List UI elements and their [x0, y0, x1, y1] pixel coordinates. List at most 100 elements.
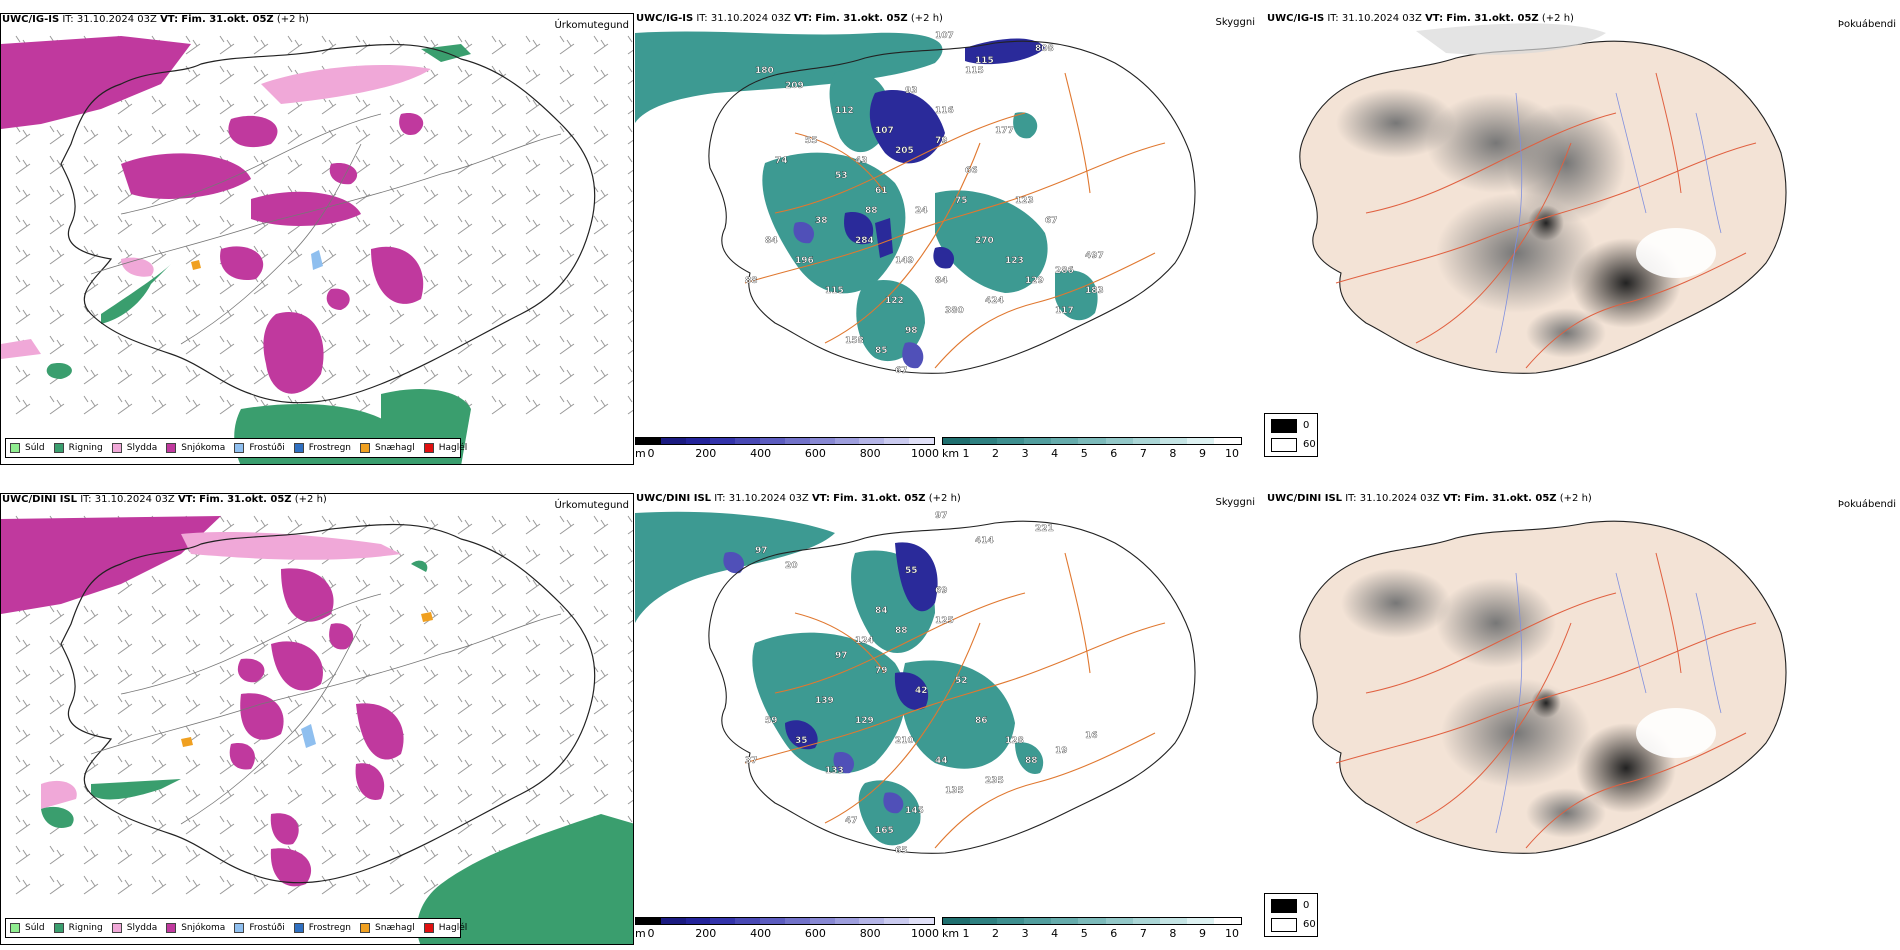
legend-item: Frostregn	[293, 443, 351, 453]
wind-barb-icon	[355, 365, 371, 385]
wind-barb-icon	[525, 695, 541, 715]
colorbar-step	[735, 918, 761, 924]
wind-barb-icon	[185, 635, 201, 655]
cloud-base-value: 107	[875, 126, 894, 136]
cloud-base-value: 88	[745, 276, 758, 286]
cloud-base-value: 65	[895, 846, 908, 856]
legend-item: Slydda	[111, 923, 157, 933]
model-name: UWC/IG-IS	[636, 13, 694, 24]
wind-barb-icon	[15, 875, 31, 895]
wind-barb-icon	[593, 215, 609, 235]
wind-barb-icon	[253, 785, 269, 805]
wind-barb-icon	[151, 395, 167, 415]
colorbar-tick: 6	[1110, 927, 1118, 940]
wind-barb-icon	[423, 305, 439, 325]
colorbar-strip	[635, 437, 935, 445]
colorbar-step	[1024, 918, 1052, 924]
cloud-base-value: 74	[775, 156, 788, 166]
wind-barb-icon	[287, 515, 303, 535]
lead-time: (+2 h)	[276, 14, 309, 25]
cloud-base-value: 205	[895, 146, 914, 156]
cloud-base-value: 128	[1005, 736, 1024, 746]
cloud-base-value: 129	[1025, 276, 1044, 286]
colorbar-step	[909, 438, 934, 444]
colorbar-tick: 2	[992, 927, 1000, 940]
cloud-base-value: 53	[835, 171, 848, 181]
precip-type-panel-row2: UWC/DINI ISL IT: 31.10.2024 03Z VT: Fim.…	[0, 493, 634, 945]
wind-barb-icon	[49, 215, 65, 235]
cloud-base-value: 196	[795, 256, 814, 266]
cloud-base-value: 75	[955, 196, 968, 206]
colorbar-step	[809, 438, 835, 444]
cloud-base-value: 125	[935, 616, 954, 626]
legend-label: Haglél	[438, 923, 468, 933]
cloud-base-value: 20	[785, 561, 798, 571]
wind-barb-icon	[491, 275, 507, 295]
wind-barb-icon	[117, 125, 133, 145]
cloud-base-value: 124	[855, 636, 874, 646]
wind-barb-icon	[83, 275, 99, 295]
wind-barb-icon	[49, 335, 65, 355]
cloud-base-value: 38	[815, 216, 828, 226]
wind-barb-icon	[355, 575, 371, 595]
wind-barb-icon	[593, 95, 609, 115]
colorbar-tick: 7	[1139, 447, 1147, 460]
wind-barb-icon	[389, 875, 405, 895]
cloud-base-value: 16	[1085, 731, 1098, 741]
colorbar-step	[760, 438, 785, 444]
cloud-base-value: 135	[945, 786, 964, 796]
cloud-base-value: 61	[875, 186, 888, 196]
legend-swatch	[111, 923, 122, 933]
colorbar-step	[1186, 438, 1214, 444]
cloud-base-value: 59	[765, 716, 778, 726]
wind-barb-icon	[321, 515, 337, 535]
wind-barb-icon	[593, 665, 609, 685]
colorbar-tick: 3	[1021, 927, 1029, 940]
dewpoint-panel-row2: UWC/DINI ISL IT: 31.10.2024 03Z VT: Fim.…	[1266, 493, 1900, 945]
cloud-base-value: 115	[965, 66, 984, 76]
wind-barb-icon	[15, 755, 31, 775]
wind-barb-icon	[287, 785, 303, 805]
wind-barb-icon	[457, 725, 473, 745]
legend-label: Súld	[25, 923, 45, 933]
height-colorbar: m 0 200 400 600 800 1000	[635, 437, 939, 460]
wind-barb-icon	[49, 755, 65, 775]
wind-barb-icon	[321, 305, 337, 325]
colorbar-step	[685, 918, 711, 924]
precip-type-map-row1	[1, 35, 633, 464]
wind-barb-icon	[321, 695, 337, 715]
wind-barb-icon	[627, 725, 633, 745]
legend-swatch	[234, 923, 245, 933]
wind-barb-icon	[389, 335, 405, 355]
cloud-base-value: 112	[835, 106, 854, 116]
cloud-base-value: 67	[895, 366, 908, 376]
wind-barb-icon	[287, 35, 303, 55]
wind-barb-icon	[253, 65, 269, 85]
wind-barb-icon	[219, 515, 235, 535]
cloud-base-value: 497	[1085, 251, 1104, 261]
cloud-base-value: 133	[825, 766, 844, 776]
wind-barb-icon	[423, 335, 439, 355]
vt-value: Fim. 31.okt. 05Z	[199, 494, 292, 505]
cloud-base-value: 180	[755, 66, 774, 76]
dewpoint-swatch-low	[1271, 899, 1297, 913]
dewpoint-swatch-high	[1271, 438, 1297, 452]
wind-barb-icon	[491, 755, 507, 775]
cloud-base-value: 69	[935, 586, 948, 596]
legend-item: Snæhagl	[360, 923, 415, 933]
wind-barb-icon	[253, 95, 269, 115]
wind-barb-icon	[117, 605, 133, 625]
cloud-base-value: 284	[855, 236, 874, 246]
legend-item: Frostúði	[234, 923, 285, 933]
wind-barb-icon	[151, 665, 167, 685]
wind-barb-icon	[185, 335, 201, 355]
wind-barb-icon	[423, 875, 439, 895]
wind-barb-icon	[83, 125, 99, 145]
colorbar-tick: 1000	[911, 447, 939, 460]
wind-barb-icon	[15, 155, 31, 175]
legend-label: Frostregn	[308, 923, 352, 933]
cloud-base-value: 165	[875, 826, 894, 836]
legend-label: Snæhagl	[375, 923, 415, 933]
colorbar-step	[1159, 438, 1187, 444]
wind-barb-icon	[355, 305, 371, 325]
